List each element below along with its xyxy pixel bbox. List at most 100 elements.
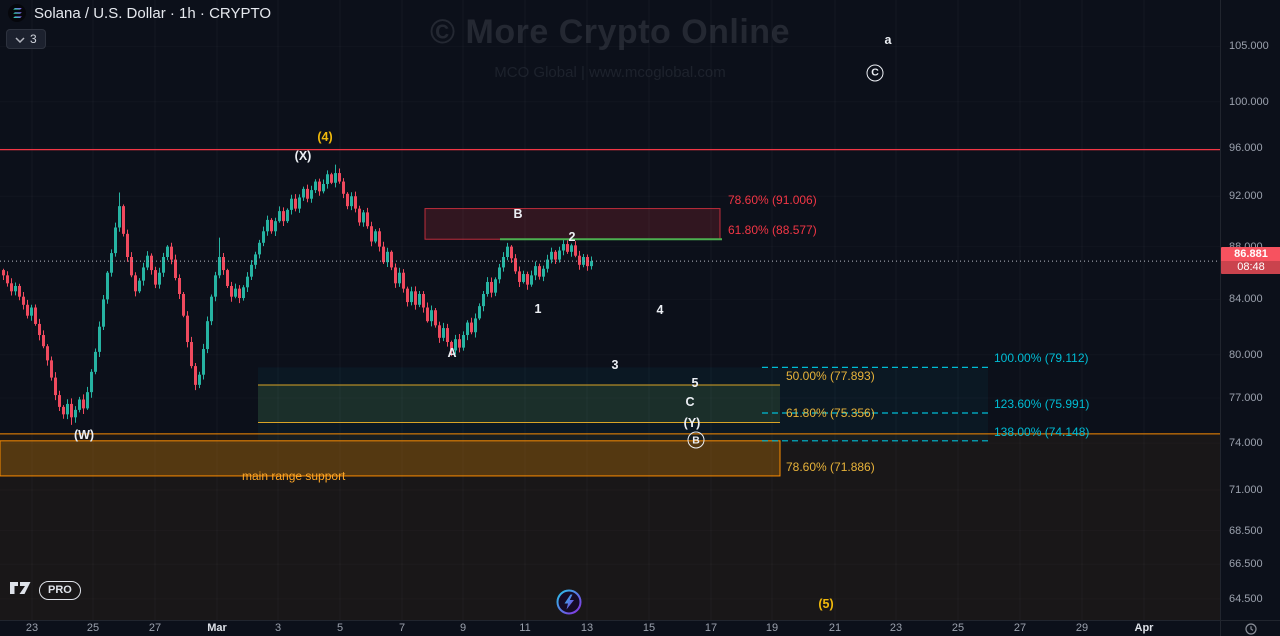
boost-button[interactable] [556, 589, 582, 615]
time-tick: 25 [951, 622, 965, 634]
candle-body [238, 288, 241, 299]
wave-label-a[interactable]: A [447, 346, 457, 361]
candle-body [550, 251, 553, 260]
candle-body [98, 326, 101, 352]
tradingview-logo[interactable]: PRO [9, 580, 81, 601]
time-tick: 11 [519, 622, 531, 634]
axis-corner[interactable] [1220, 620, 1280, 636]
time-tick: 15 [642, 622, 656, 634]
fib-level-label[interactable]: 50.00% (77.893) [786, 368, 875, 383]
candle-body [422, 293, 425, 308]
candle-body [366, 212, 369, 227]
time-tick: 23 [889, 622, 903, 634]
wave-label-c[interactable]: C [685, 395, 695, 410]
candle-body [414, 291, 417, 305]
candle-body [218, 256, 221, 276]
candle-body [290, 198, 293, 210]
candle-body [334, 173, 337, 183]
candle-body [282, 211, 285, 222]
wave-label-4[interactable]: (4) [317, 130, 333, 145]
candle-body [358, 208, 361, 223]
candle-body [454, 339, 457, 351]
main-range-support-label[interactable]: main range support [242, 468, 346, 483]
wave-label-b[interactable]: B [513, 206, 523, 221]
wave-label-4[interactable]: 4 [656, 303, 664, 318]
candle-body [302, 188, 305, 198]
fib-level-label[interactable]: 123.60% (75.991) [994, 396, 1090, 411]
price-tick: 105.000 [1229, 40, 1269, 53]
wave-label-3[interactable]: 3 [611, 357, 619, 372]
candle-body [310, 190, 313, 199]
candle-body [226, 270, 229, 286]
candle-body [346, 193, 349, 207]
time-tick: 17 [704, 622, 718, 634]
wave-label-1[interactable]: 1 [534, 301, 542, 316]
candle-body [114, 227, 117, 254]
candle-body [434, 310, 437, 326]
wave-label-2[interactable]: 2 [568, 230, 576, 245]
candle-body [86, 392, 89, 409]
candle-body [394, 267, 397, 284]
wave-label-x[interactable]: (X) [294, 149, 312, 164]
candle-body [50, 360, 53, 378]
candle-body [374, 231, 377, 242]
candle-body [498, 267, 501, 280]
fib-level-label[interactable]: 100.00% (79.112) [994, 351, 1089, 366]
legend-collapse-button[interactable]: 3 [6, 29, 46, 49]
wave-label-c[interactable]: C [866, 64, 884, 82]
time-tick: 19 [765, 622, 779, 634]
time-tick: 21 [828, 622, 842, 634]
candle-body [102, 299, 105, 327]
chart-canvas[interactable] [0, 0, 1220, 620]
wave-label-a[interactable]: a [884, 32, 892, 47]
candle-body [206, 321, 209, 350]
cyan-extension-zone [258, 367, 988, 441]
wave-label-5[interactable]: 5 [691, 376, 699, 391]
time-tick: Apr [1134, 622, 1154, 634]
price-tick: 92.000 [1229, 190, 1263, 203]
candle-body [94, 351, 97, 372]
chart-pane[interactable]: © More Crypto Online MCO Global | www.mc… [0, 0, 1220, 620]
time-tick: 29 [1075, 622, 1089, 634]
time-axis[interactable]: 23 25 27 Mar 3 5 7 9 11 13 15 17 19 21 23 25 27 29 Apr [0, 620, 1220, 636]
candle-body [134, 275, 137, 292]
candle-body [554, 251, 557, 260]
fib-level-label[interactable]: 78.60% (91.006) [728, 192, 817, 207]
fib-level-label[interactable]: 78.60% (71.886) [786, 459, 875, 474]
orange-support-box [0, 440, 781, 477]
wave-label-w[interactable]: (W) [73, 428, 95, 443]
wave-label-y[interactable]: (Y) [683, 415, 701, 430]
clock-icon[interactable] [1244, 622, 1257, 635]
candle-body [46, 346, 49, 361]
symbol-title[interactable]: Solana / U.S. Dollar · 1h · CRYPTO [34, 4, 272, 22]
candle-body [186, 315, 189, 343]
candle-body [58, 395, 61, 407]
candle-body [278, 211, 281, 222]
wave-label-5[interactable]: (5) [818, 597, 834, 612]
price-axis[interactable]: 86.881 08:48 105.000 100.000 96.000 92.000 8… [1220, 0, 1280, 620]
symbol-legend[interactable]: Solana / U.S. Dollar · 1h · CRYPTO [8, 4, 271, 22]
candle-body [54, 377, 57, 396]
candle-body [578, 255, 581, 265]
candle-body [330, 174, 333, 183]
fib-level-label[interactable]: 138.00% (74.148) [994, 424, 1090, 439]
candle-body [462, 335, 465, 348]
fib-level-label[interactable]: 61.80% (88.577) [728, 223, 817, 238]
candle-body [582, 256, 585, 265]
candle-body [298, 197, 301, 209]
fib-level-label[interactable]: 61.80% (75.356) [786, 406, 875, 421]
candle-body [150, 255, 153, 271]
candle-body [126, 233, 129, 257]
candle-body [386, 251, 389, 263]
candle-body [326, 174, 329, 184]
candle-body [162, 256, 165, 273]
candle-body [426, 307, 429, 322]
candle-body [234, 288, 237, 297]
pro-badge[interactable]: PRO [39, 581, 81, 600]
candle-body [382, 246, 385, 263]
price-tick: 77.000 [1229, 392, 1263, 405]
candle-body [430, 310, 433, 322]
candle-body [146, 255, 149, 268]
candle-body [62, 406, 65, 415]
wave-label-b[interactable]: B [687, 431, 705, 449]
